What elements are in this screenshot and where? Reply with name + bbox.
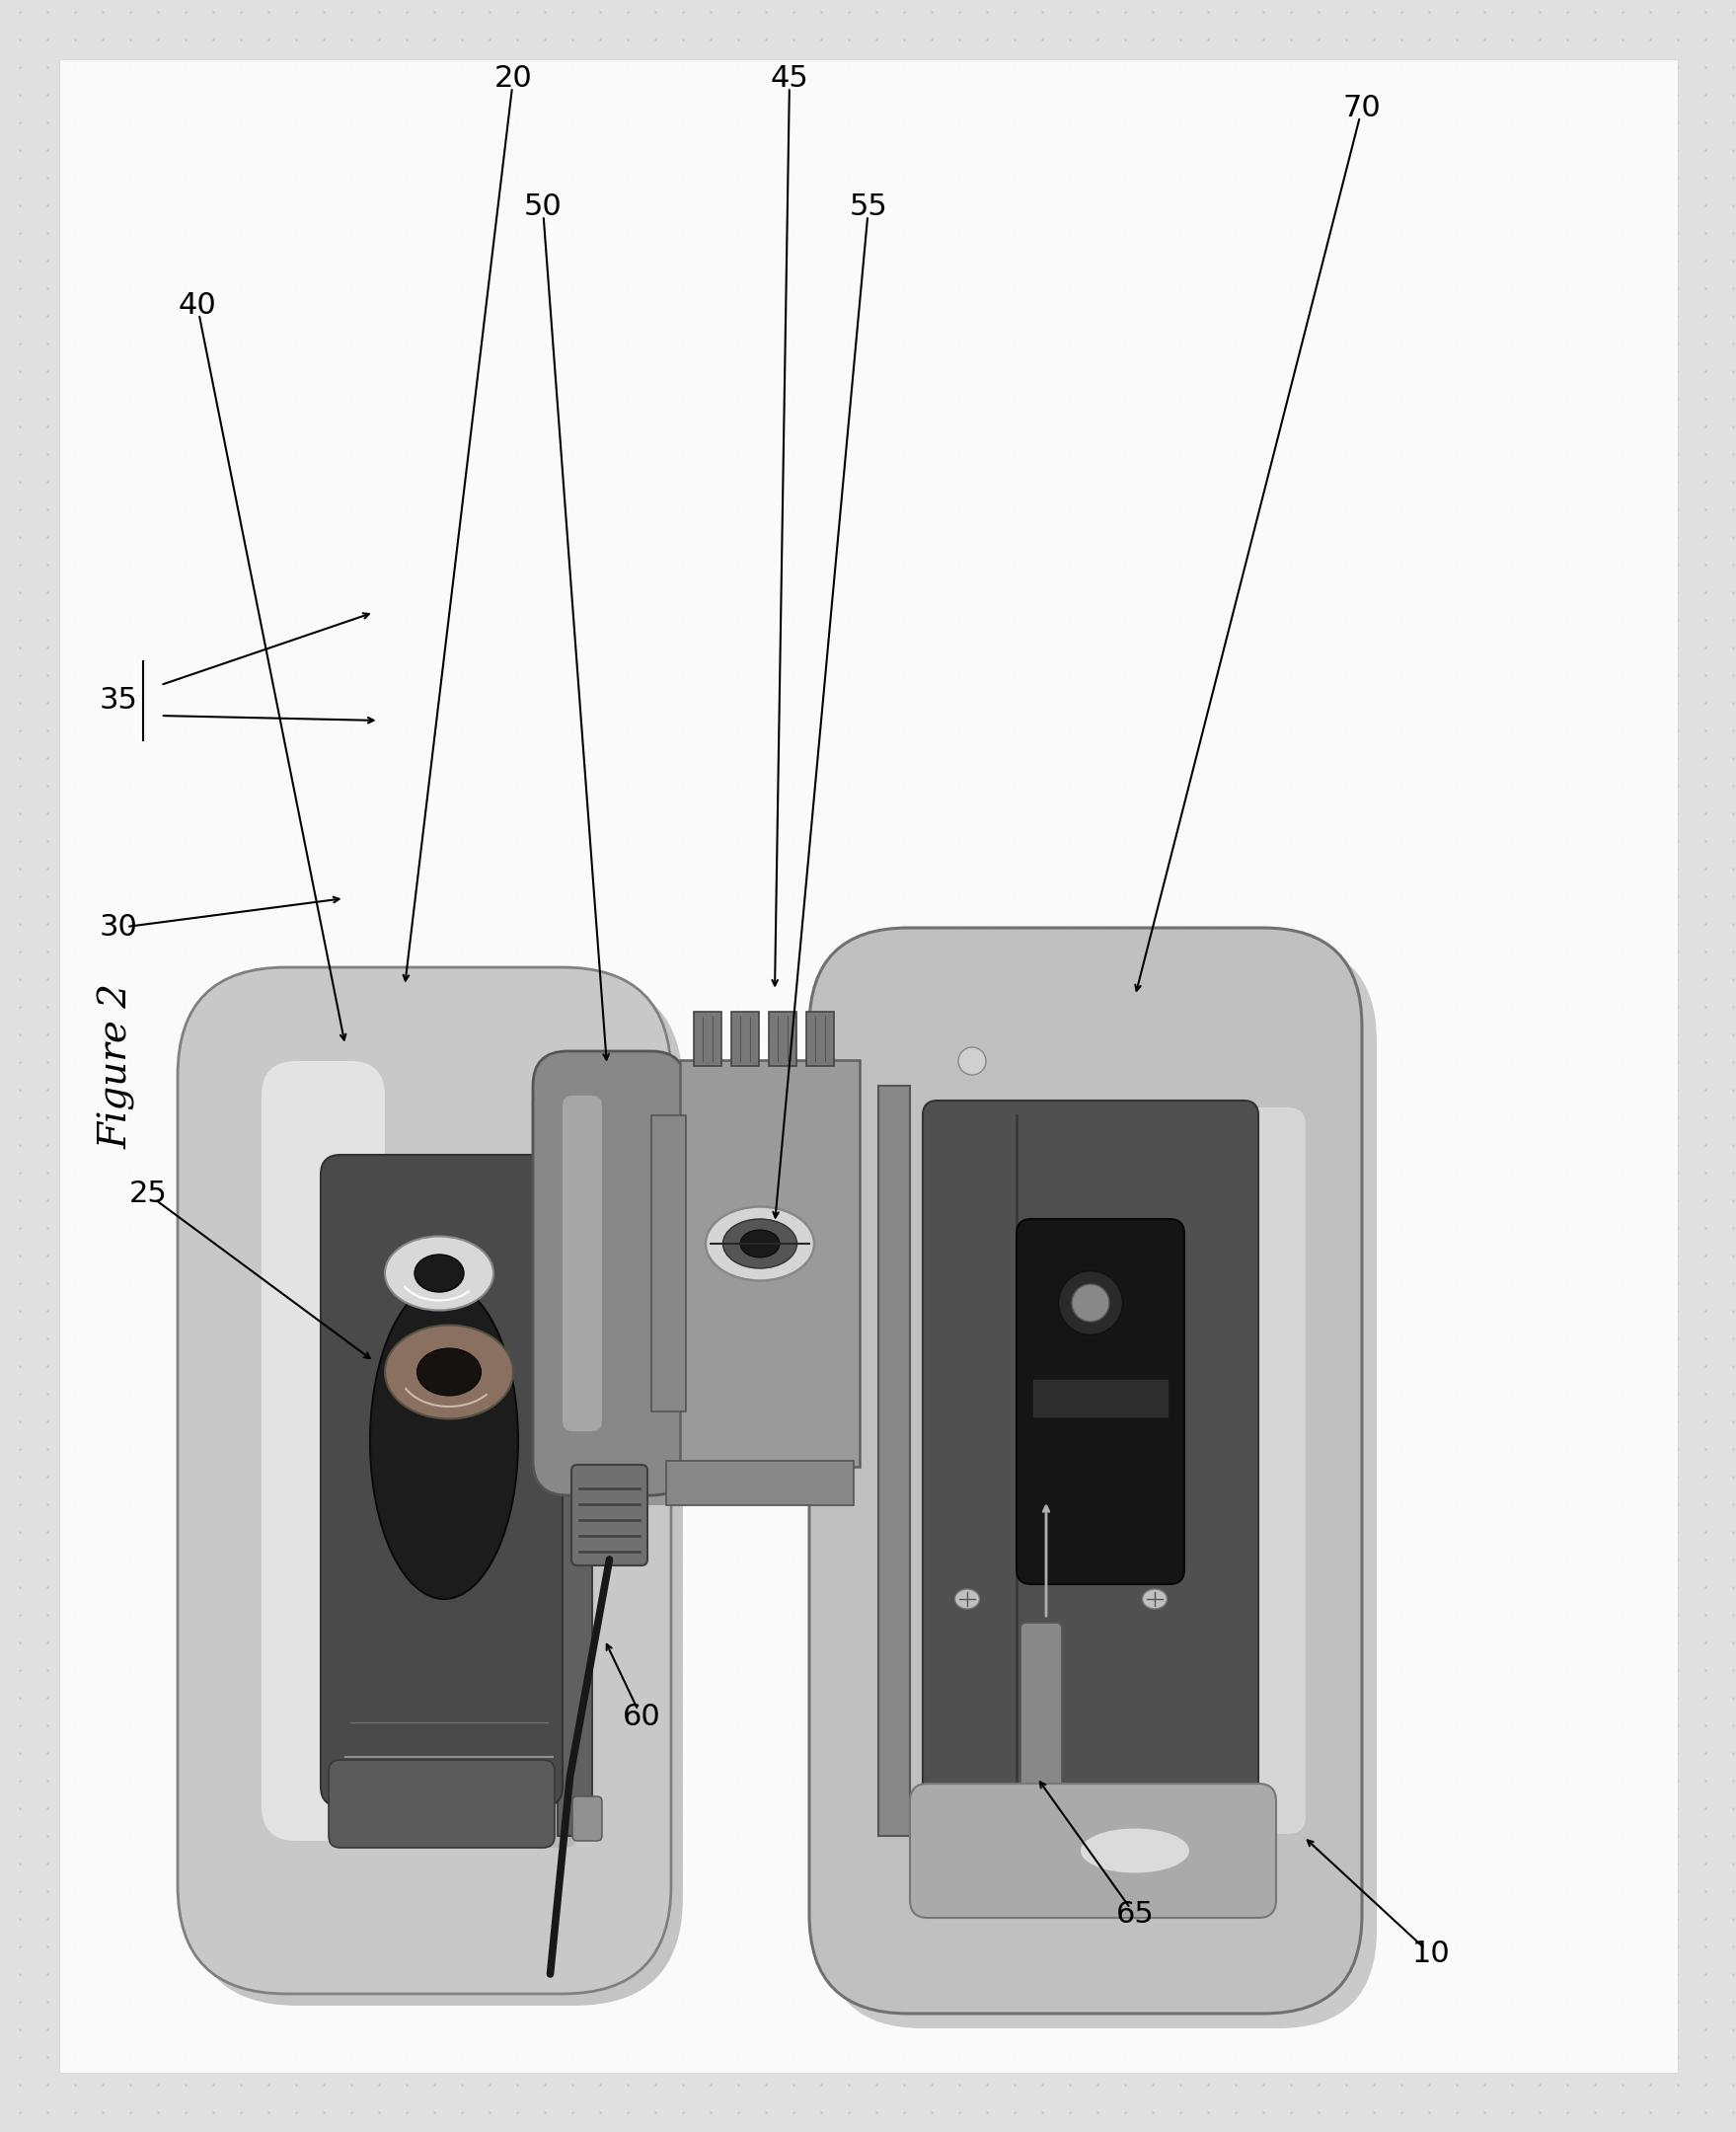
Bar [769, 1013, 797, 1066]
Text: 65: 65 [1116, 1900, 1154, 1929]
FancyBboxPatch shape [571, 1465, 648, 1565]
FancyBboxPatch shape [681, 1060, 859, 1467]
FancyBboxPatch shape [562, 1096, 602, 1431]
Ellipse shape [955, 1588, 979, 1610]
Ellipse shape [1059, 1271, 1123, 1335]
Text: 10: 10 [1411, 1940, 1450, 1968]
Text: Figure 2: Figure 2 [99, 983, 135, 1149]
FancyBboxPatch shape [321, 1156, 562, 1806]
FancyBboxPatch shape [825, 942, 1377, 2028]
Bar [651, 1115, 686, 1411]
Bar [878, 1085, 910, 1836]
FancyBboxPatch shape [59, 60, 1677, 2072]
Text: 30: 30 [99, 912, 137, 942]
Ellipse shape [958, 1047, 986, 1075]
FancyBboxPatch shape [543, 1062, 696, 1505]
Ellipse shape [740, 1230, 779, 1258]
FancyBboxPatch shape [910, 1784, 1276, 1919]
FancyBboxPatch shape [1021, 1622, 1062, 1812]
Ellipse shape [385, 1237, 493, 1311]
FancyBboxPatch shape [533, 1051, 686, 1495]
FancyBboxPatch shape [693, 1070, 871, 1477]
Ellipse shape [370, 1283, 517, 1599]
FancyBboxPatch shape [1017, 1220, 1184, 1584]
Text: 20: 20 [495, 64, 533, 94]
Ellipse shape [722, 1220, 797, 1269]
Ellipse shape [415, 1254, 464, 1292]
Ellipse shape [1071, 1283, 1109, 1322]
Ellipse shape [385, 1326, 514, 1420]
Text: 60: 60 [623, 1703, 661, 1731]
Text: 55: 55 [849, 194, 887, 222]
Ellipse shape [417, 1347, 481, 1396]
Ellipse shape [1082, 1829, 1189, 1872]
Bar [694, 1013, 722, 1066]
FancyBboxPatch shape [328, 1759, 554, 1848]
FancyBboxPatch shape [262, 1062, 385, 1840]
Text: 50: 50 [524, 194, 562, 222]
Bar [731, 1013, 759, 1066]
Text: 45: 45 [771, 64, 809, 94]
Bar [667, 1460, 854, 1505]
FancyBboxPatch shape [924, 1100, 1259, 1840]
Text: 40: 40 [179, 292, 217, 320]
Ellipse shape [1142, 1588, 1167, 1610]
FancyBboxPatch shape [531, 1094, 576, 1848]
FancyBboxPatch shape [557, 1107, 592, 1836]
Text: 35: 35 [99, 687, 137, 714]
Text: 25: 25 [128, 1179, 167, 1209]
FancyBboxPatch shape [573, 1797, 602, 1840]
Text: 70: 70 [1344, 94, 1382, 124]
FancyBboxPatch shape [177, 968, 672, 1993]
Bar [806, 1013, 833, 1066]
FancyBboxPatch shape [1241, 1107, 1305, 1834]
FancyBboxPatch shape [809, 927, 1363, 2013]
FancyBboxPatch shape [189, 979, 682, 2006]
Ellipse shape [705, 1207, 814, 1281]
